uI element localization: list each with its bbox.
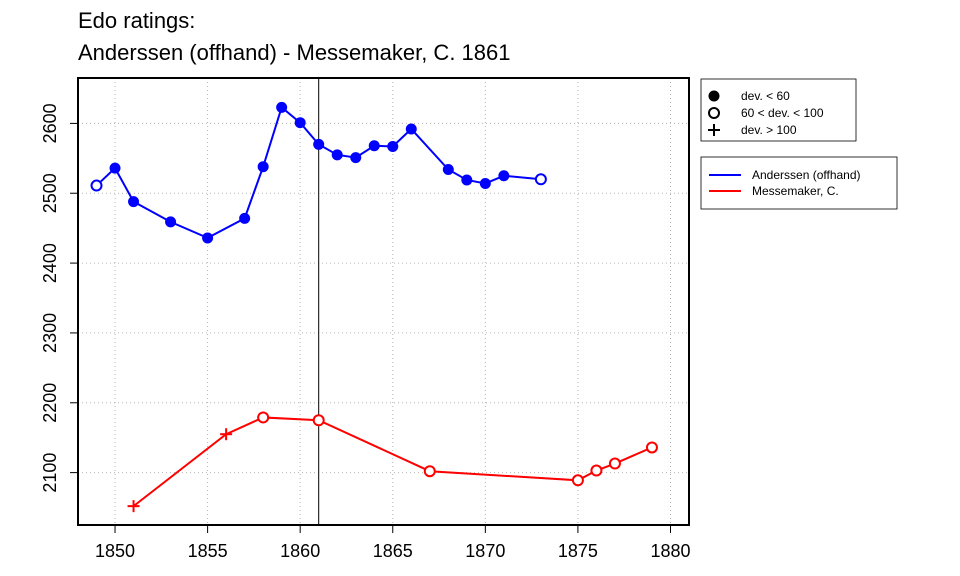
y-tick-label: 2100 (40, 453, 60, 493)
data-point (645, 441, 658, 454)
data-point (202, 232, 214, 244)
data-point (331, 149, 343, 161)
chart-title-line-2: Anderssen (offhand) - Messemaker, C. 186… (78, 40, 511, 65)
x-tick-label: 1875 (558, 541, 598, 561)
x-tick-label: 1855 (188, 541, 228, 561)
data-point (479, 177, 491, 189)
data-point (498, 170, 510, 182)
data-point (128, 196, 140, 208)
x-axis: 1850 1855 1860 1865 1870 1875 1880 (95, 524, 691, 561)
series-1 (127, 411, 658, 513)
data-point (257, 411, 270, 424)
x-tick-label: 1880 (650, 541, 690, 561)
data-point (442, 163, 454, 175)
legend-series: Anderssen (offhand) Messemaker, C. (700, 156, 898, 210)
legend-series-label: Messemaker, C. (752, 184, 839, 198)
data-point (534, 173, 547, 186)
data-point (423, 465, 436, 478)
series-0 (90, 101, 547, 244)
legend-series-label: Anderssen (offhand) (752, 168, 861, 182)
legend-markers: dev. < 60 60 < dev. < 100 dev. > 100 (700, 78, 857, 142)
data-point (220, 428, 233, 441)
y-axis: 2100 2200 2300 2400 2500 2600 (40, 103, 78, 493)
y-tick-label: 2600 (40, 103, 60, 143)
data-point (590, 464, 603, 477)
y-tick-label: 2500 (40, 173, 60, 213)
data-point (90, 179, 103, 192)
legend-marker-label: 60 < dev. < 100 (741, 106, 824, 120)
data-point (276, 101, 288, 113)
data-point (461, 174, 473, 186)
legend-symbol (708, 107, 720, 119)
legend-marker-label: dev. > 100 (741, 123, 797, 137)
legend-symbol (708, 90, 720, 102)
data-point (405, 123, 417, 135)
series-legend-box (700, 156, 898, 210)
x-tick-label: 1860 (280, 541, 320, 561)
data-point (257, 161, 269, 173)
grid-lines (78, 78, 689, 525)
x-tick-label: 1870 (465, 541, 505, 561)
data-point (350, 152, 362, 164)
data-point (608, 457, 621, 470)
data-point (387, 140, 399, 152)
data-point (239, 212, 251, 224)
x-tick-label: 1865 (373, 541, 413, 561)
legend-marker-label: dev. < 60 (741, 89, 790, 103)
data-point (109, 162, 121, 174)
x-tick-label: 1850 (95, 541, 135, 561)
chart-title-line-1: Edo ratings: (78, 8, 196, 33)
legend-symbol (708, 124, 720, 136)
data-point (165, 216, 177, 228)
data-point (571, 474, 584, 487)
series-layer (90, 101, 658, 513)
data-point (312, 414, 325, 427)
data-point (313, 138, 325, 150)
y-tick-label: 2400 (40, 243, 60, 283)
data-point (294, 117, 306, 129)
marker-legend-box (700, 78, 857, 142)
data-point (368, 140, 380, 152)
y-tick-label: 2300 (40, 313, 60, 353)
plot-frame (77, 77, 690, 526)
data-point (127, 500, 140, 513)
y-tick-label: 2200 (40, 383, 60, 423)
